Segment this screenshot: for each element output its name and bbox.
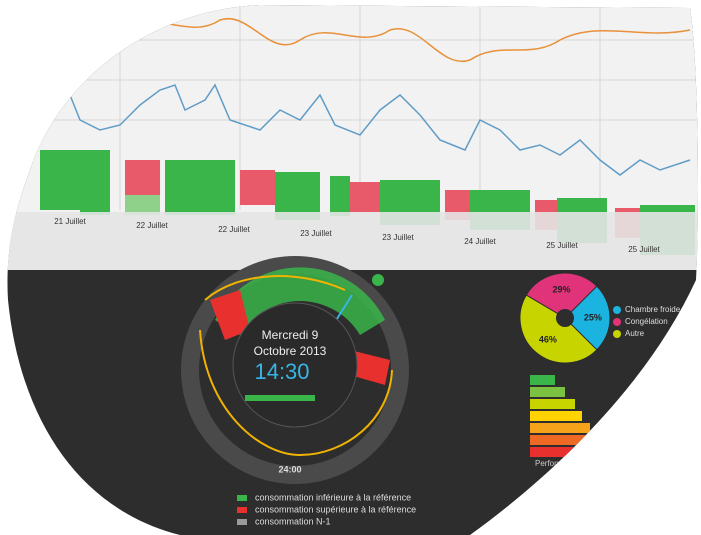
- date-label: 21 Juillet: [54, 217, 86, 226]
- date-label: 23 Juillet: [382, 233, 414, 242]
- date-label: 22 Juillet: [218, 225, 250, 234]
- pie-value-label: 25%: [584, 312, 602, 322]
- legend-swatch: [613, 330, 621, 338]
- date-label: 24 Juillet: [464, 237, 496, 246]
- legend-label: Autre: [625, 329, 645, 338]
- legend-label: consommation N-1: [255, 516, 331, 526]
- legend-swatch: [237, 495, 247, 501]
- date-strip: [7, 212, 699, 270]
- pie-value-label: 29%: [552, 285, 570, 295]
- date-label: 22 Juillet: [136, 221, 168, 230]
- clock-month: Octobre 2013: [254, 344, 327, 358]
- pie-chart: 25% Chambre froide 29% Congélation 46% Autre: [519, 272, 681, 364]
- pie-value-label: 46%: [539, 334, 557, 344]
- legend-swatch: [613, 318, 621, 326]
- date-labels: 21 Juillet 22 Juillet 22 Juillet 23 Juillet…: [54, 217, 660, 254]
- pie-slice: [519, 294, 598, 364]
- bottom-legend: consommation inférieure à la référence co…: [237, 492, 416, 526]
- date-label: 25 Juillet: [628, 245, 660, 254]
- temperature-line: [129, 17, 691, 63]
- legend-label: Congélation: [625, 317, 668, 326]
- legend-label: Chambre froide: [625, 305, 681, 314]
- pie-hole: [556, 309, 574, 327]
- legend-swatch: [237, 519, 247, 525]
- date-label: 23 Juillet: [300, 229, 332, 238]
- legend-label: consommation inférieure à la référence: [255, 492, 411, 502]
- energy-label-text: Performance énergétique: [535, 459, 626, 468]
- pie-slice: [564, 285, 611, 351]
- legend-label: consommation supérieure à la référence: [255, 504, 416, 514]
- clock-day: Mercredi 9: [262, 328, 319, 342]
- clock-time: 14:30: [254, 359, 309, 384]
- legend-swatch: [613, 306, 621, 314]
- clock: Mercredi 9 Octobre 2013 14:30 24:00: [181, 256, 409, 484]
- legend-swatch: [237, 507, 247, 513]
- pie-slice: [525, 272, 598, 319]
- date-label: 25 Juillet: [546, 241, 578, 250]
- clock-midnight: 24:00: [278, 464, 301, 474]
- power-line: [59, 69, 691, 176]
